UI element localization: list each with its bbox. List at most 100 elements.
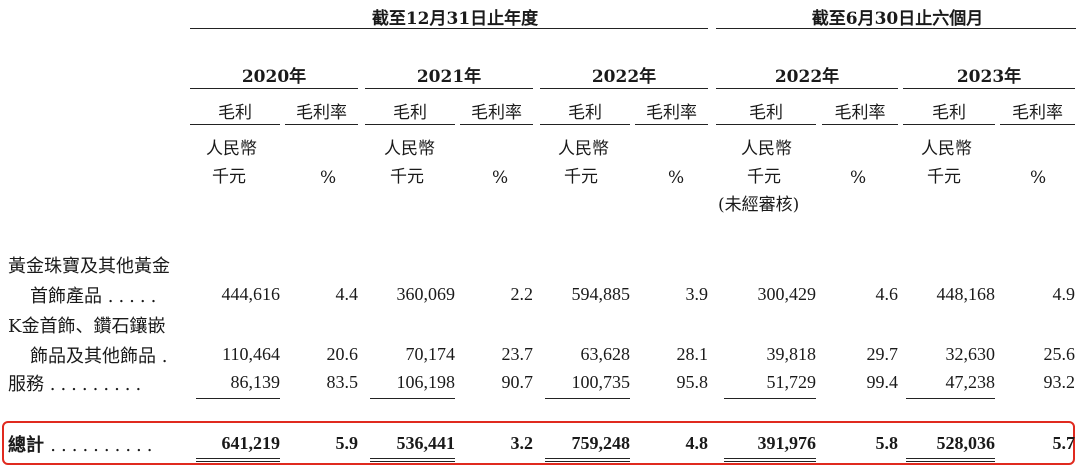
cell-value: 90.7 xyxy=(501,372,534,392)
year-underline xyxy=(365,88,533,89)
cell-value: 20.6 xyxy=(326,344,359,364)
cell-value: 95.8 xyxy=(676,372,709,392)
col-header-profit: 毛利 xyxy=(393,103,427,123)
cell-value: 100,735 xyxy=(571,372,631,392)
col-header-margin: 毛利率 xyxy=(834,103,886,123)
subtotal-rule xyxy=(906,398,995,399)
total-double-rule xyxy=(545,458,630,462)
unit-pct: % xyxy=(850,168,867,188)
cell-value: 99.4 xyxy=(866,372,899,392)
unit-pct: % xyxy=(320,168,337,188)
col-underline xyxy=(365,124,455,125)
subtotal-rule xyxy=(724,398,816,399)
cell-value: 83.5 xyxy=(326,372,359,392)
col-underline xyxy=(716,124,816,125)
year-underline xyxy=(190,88,358,89)
total-value: 4.8 xyxy=(685,433,709,453)
period-year-underline xyxy=(190,28,708,29)
total-value: 528,036 xyxy=(936,433,996,453)
leader-dots: ..... xyxy=(107,286,162,307)
col-header-profit: 毛利 xyxy=(932,103,966,123)
cell-value: 70,174 xyxy=(405,344,456,364)
col-header-profit: 毛利 xyxy=(218,103,252,123)
subtotal-rule xyxy=(370,398,455,399)
total-label-text: 總計 xyxy=(8,435,44,456)
col-header-margin: 毛利率 xyxy=(1012,103,1063,123)
unit-rmb: 人民幣 xyxy=(384,139,435,159)
cell-value: 106,198 xyxy=(396,372,456,392)
unit-thousand: 千元 xyxy=(564,167,598,187)
total-value: 641,219 xyxy=(221,433,281,453)
cell-value: 2.2 xyxy=(510,284,534,304)
cell-value: 4.4 xyxy=(335,284,359,304)
total-value: 536,441 xyxy=(396,433,456,453)
total-double-rule xyxy=(196,458,280,462)
year-underline xyxy=(716,88,898,89)
cell-value: 360,069 xyxy=(396,284,456,304)
cell-value: 448,168 xyxy=(936,284,996,304)
cell-value: 300,429 xyxy=(757,284,817,304)
unit-rmb: 人民幣 xyxy=(741,139,792,159)
year-underline xyxy=(540,88,708,89)
col-header-margin: 毛利率 xyxy=(646,103,697,123)
cell-value: 63,628 xyxy=(580,344,631,364)
total-value: 5.9 xyxy=(335,433,359,453)
leader-dots: . xyxy=(161,346,173,367)
year-underline xyxy=(903,88,1075,89)
row-label-line: 黃金珠寶及其他黃金 xyxy=(8,256,170,277)
year-header-2023-h1: 2023年 xyxy=(956,67,1022,87)
total-double-rule xyxy=(906,458,995,462)
leader-dots: .......... xyxy=(50,435,158,456)
col-underline xyxy=(540,124,630,125)
col-header-profit: 毛利 xyxy=(568,103,602,123)
year-header-2022-h1: 2022年 xyxy=(774,67,840,87)
unit-rmb: 人民幣 xyxy=(558,139,609,159)
col-underline xyxy=(635,124,708,125)
unit-rmb: 人民幣 xyxy=(921,139,972,159)
year-header-2021: 2021年 xyxy=(416,67,482,87)
cell-value: 86,139 xyxy=(230,372,281,392)
cell-value: 47,238 xyxy=(945,372,996,392)
period-half-underline xyxy=(716,28,1076,29)
row-label-text: 飾品及其他飾品 xyxy=(30,346,156,367)
unit-thousand: 千元 xyxy=(212,167,246,187)
total-double-rule xyxy=(724,458,816,462)
col-underline xyxy=(285,124,358,125)
unit-thousand: 千元 xyxy=(747,167,781,187)
row-label-line: K金首飾、鑽石鑲嵌 xyxy=(8,316,166,337)
subtotal-rule xyxy=(196,398,280,399)
row-label-line: 服務 ......... xyxy=(8,370,146,396)
total-double-rule xyxy=(370,458,455,462)
total-row-highlight xyxy=(2,421,1075,465)
cell-value: 93.2 xyxy=(1043,372,1076,392)
col-header-margin: 毛利率 xyxy=(471,103,522,123)
col-underline xyxy=(1000,124,1075,125)
cell-value: 51,729 xyxy=(766,372,817,392)
leader-dots: ......... xyxy=(49,374,147,395)
cell-value: 29.7 xyxy=(866,344,899,364)
year-header-2020: 2020年 xyxy=(241,67,307,87)
total-value: 5.7 xyxy=(1052,433,1076,453)
unit-pct: % xyxy=(492,168,509,188)
cell-value: 28.1 xyxy=(676,344,709,364)
unit-pct: % xyxy=(668,168,685,188)
col-underline xyxy=(822,124,898,125)
row-label-line: 首飾產品 ..... xyxy=(30,282,161,308)
total-value: 3.2 xyxy=(510,433,534,453)
subtotal-rule xyxy=(545,398,630,399)
col-header-margin: 毛利率 xyxy=(296,103,347,123)
period-year-header: 截至12月31日止年度 xyxy=(371,9,539,29)
unit-rmb: 人民幣 xyxy=(206,139,257,159)
cell-value: 110,464 xyxy=(222,344,280,364)
cell-value: 32,630 xyxy=(945,344,996,364)
cell-value: 444,616 xyxy=(221,284,281,304)
unit-unaudited: (未經審核) xyxy=(718,195,800,215)
row-label-text: 首飾產品 xyxy=(30,286,102,307)
total-label: 總計 .......... xyxy=(8,431,158,457)
total-value: 391,976 xyxy=(757,433,817,453)
row-label-line: 飾品及其他飾品 . xyxy=(30,342,172,368)
total-value: 5.8 xyxy=(875,433,899,453)
cell-value: 3.9 xyxy=(685,284,709,304)
cell-value: 4.6 xyxy=(875,284,899,304)
col-underline xyxy=(190,124,280,125)
